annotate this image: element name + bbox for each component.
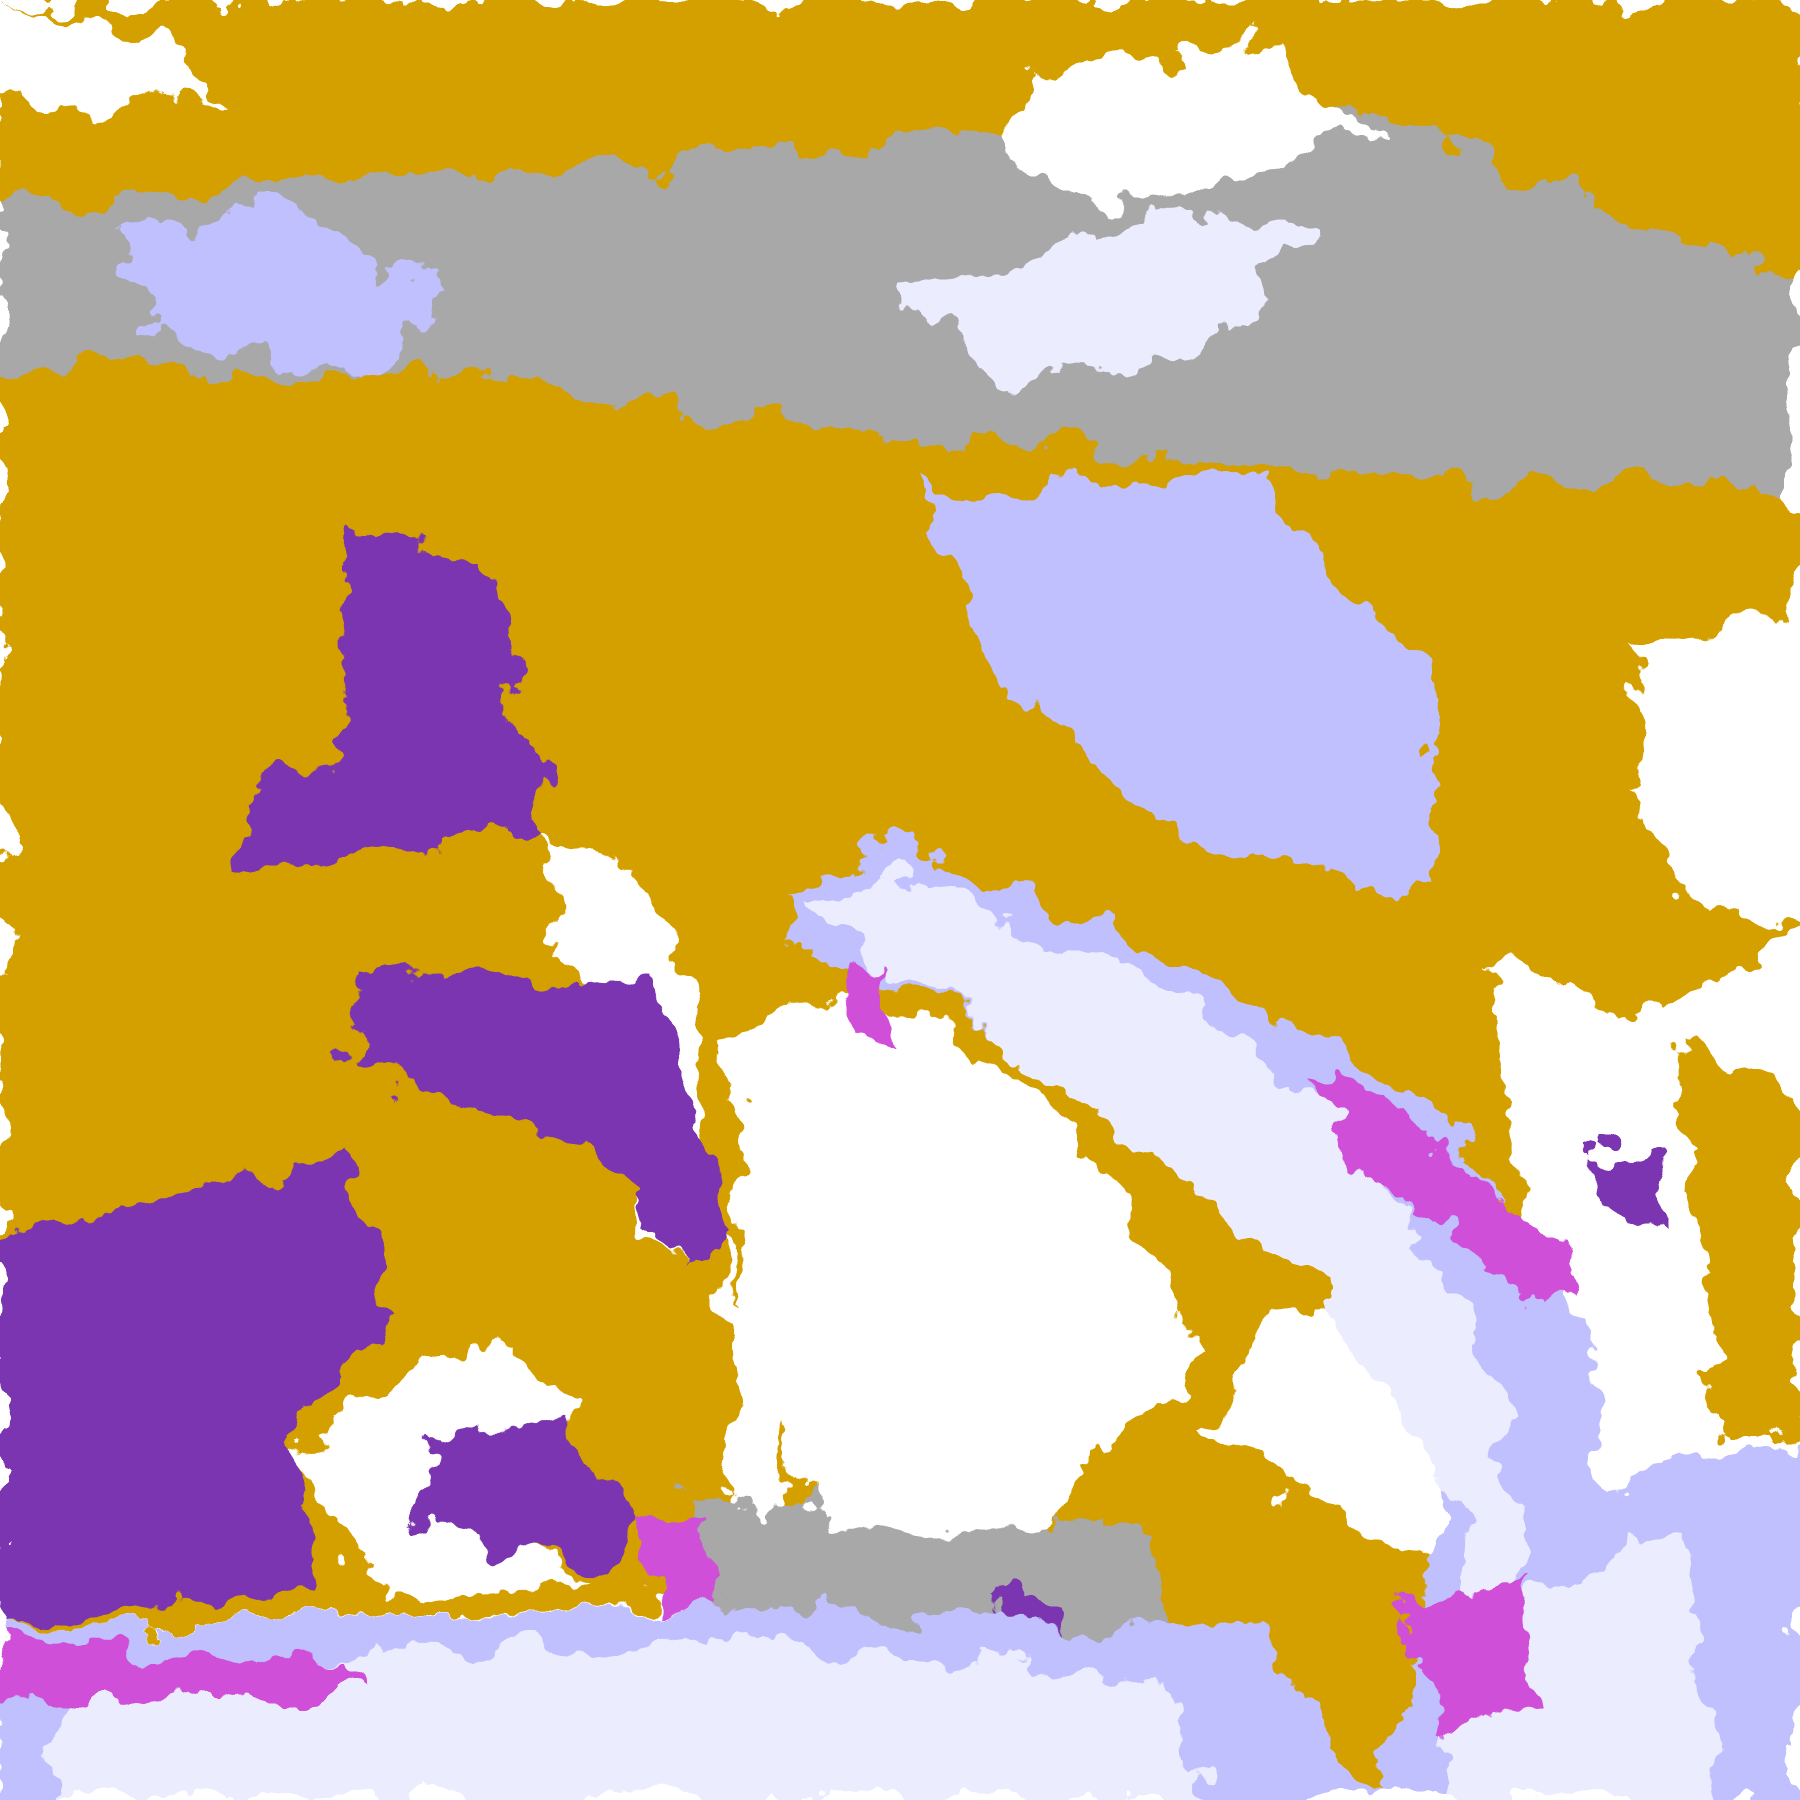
magenta-region-layer — [0, 952, 1585, 1734]
cloud-region-periwinkle — [780, 849, 1800, 1800]
clear-region — [0, 0, 230, 115]
magenta-region — [0, 1641, 368, 1699]
purple-region — [0, 1147, 391, 1631]
purple-region — [344, 964, 735, 1263]
purple-region — [413, 1423, 643, 1573]
cloud-region-periwinkle — [114, 206, 437, 379]
purple-region-layer — [0, 528, 1665, 1642]
magenta-region — [642, 1515, 712, 1608]
purple-region — [1584, 1147, 1665, 1217]
clear-region — [1630, 619, 1800, 919]
magenta-region — [1297, 1067, 1585, 1309]
gold-region — [1664, 1033, 1800, 1435]
gray-region — [0, 114, 1800, 483]
clear-region — [734, 998, 1206, 1527]
cloud-region-layer — [0, 206, 1800, 1800]
clear-region — [1010, 45, 1378, 207]
cloud-region-periwinkle — [918, 482, 1435, 896]
cloud-region-lavender — [803, 872, 1722, 1800]
cloud-region-lavender — [895, 218, 1321, 391]
magenta-region — [838, 952, 907, 1034]
purple-region — [229, 528, 540, 873]
magenta-region — [1400, 1584, 1539, 1734]
